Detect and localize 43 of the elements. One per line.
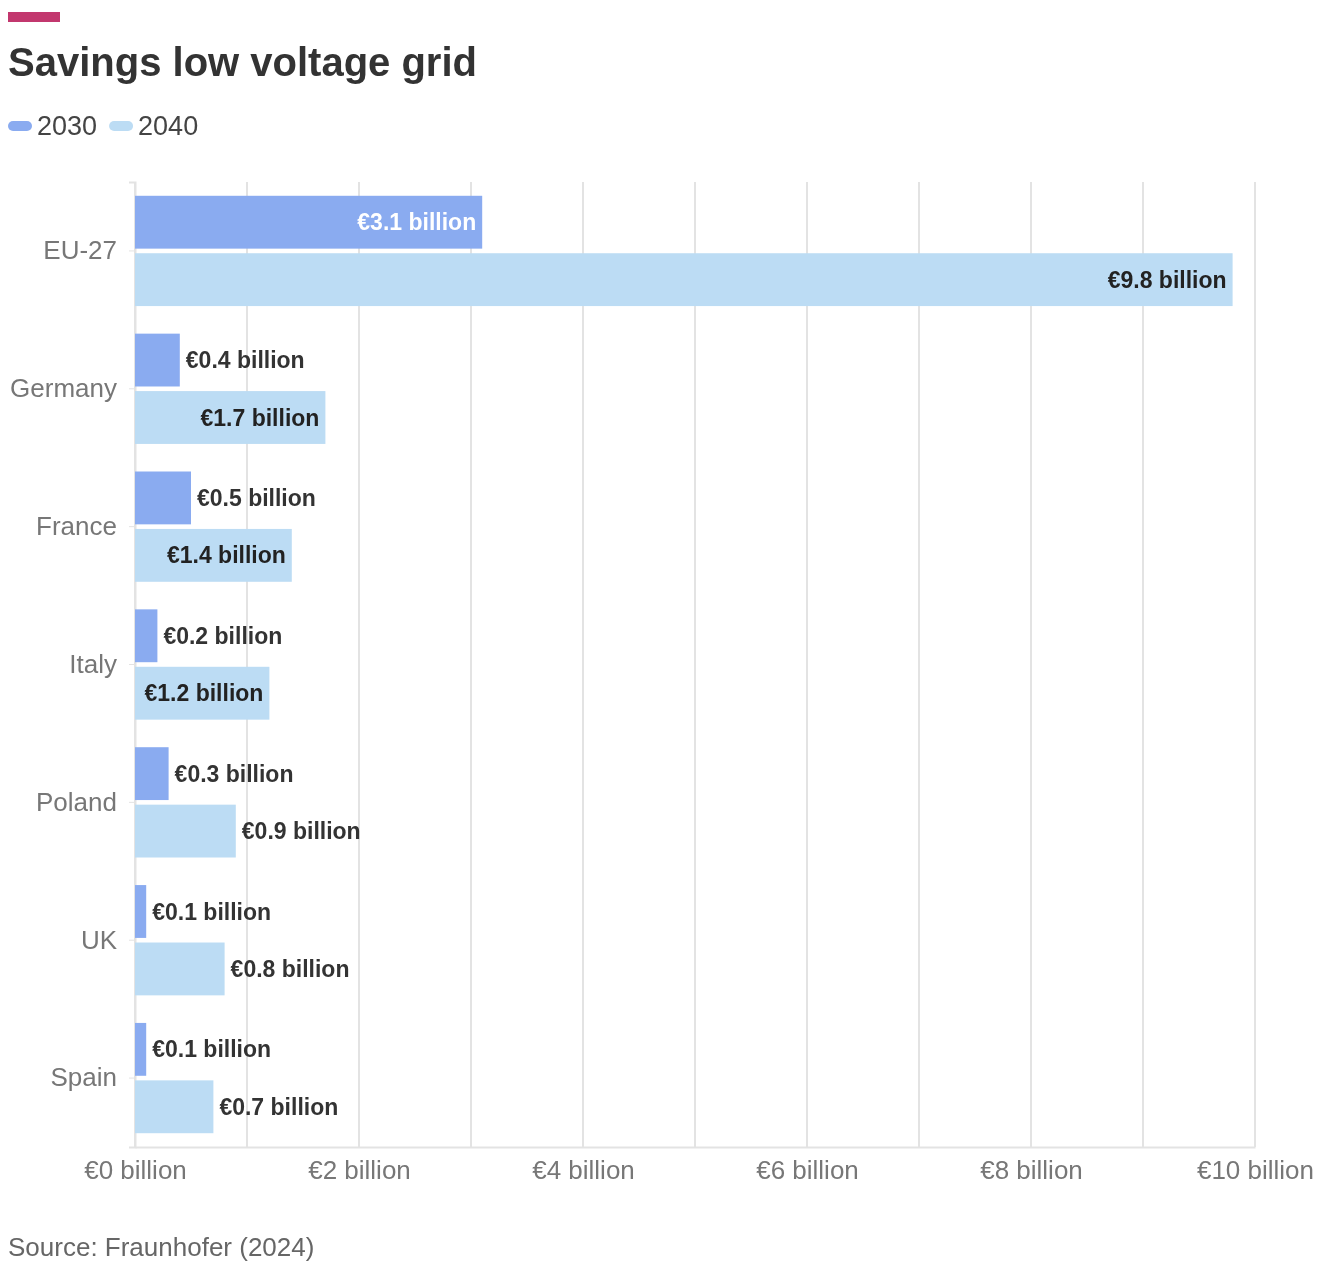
x-tick-label: €10 billion — [1196, 1155, 1315, 1186]
x-tick-label: €2 billion — [308, 1155, 411, 1186]
y-tick-label: France — [36, 510, 117, 541]
chart-title: Savings low voltage grid — [8, 40, 477, 84]
data-label: €0.9 billion — [241, 818, 361, 845]
x-tick-label: €6 billion — [756, 1155, 859, 1186]
bar — [135, 942, 225, 996]
data-label: €0.2 billion — [163, 622, 283, 649]
bar — [135, 804, 236, 858]
data-label: €0.1 billion — [152, 898, 272, 925]
data-label: €3.1 billion — [357, 209, 477, 236]
y-tick-label: EU-27 — [43, 235, 117, 266]
bar — [135, 885, 147, 938]
y-tick-label: UK — [80, 924, 118, 955]
bar — [135, 333, 180, 387]
data-label: €1.2 billion — [144, 680, 264, 707]
bar — [135, 471, 191, 525]
data-label: €0.1 billion — [152, 1036, 272, 1063]
x-tick-label: €8 billion — [980, 1155, 1083, 1186]
legend-label: 2030 — [37, 111, 98, 142]
x-tick-label: €4 billion — [532, 1155, 635, 1186]
bar — [135, 609, 158, 663]
data-label: €1.4 billion — [166, 542, 286, 569]
bar — [135, 747, 169, 801]
data-label: €0.8 billion — [230, 955, 350, 982]
y-tick-label: Spain — [50, 1062, 117, 1093]
bar — [135, 1080, 214, 1134]
data-label: €9.8 billion — [1107, 266, 1227, 293]
y-tick-label: Germany — [10, 373, 117, 404]
data-label: €0.4 billion — [185, 347, 305, 374]
data-label: €0.5 billion — [197, 484, 316, 511]
bar — [135, 195, 483, 249]
data-label: €1.7 billion — [200, 404, 320, 431]
bar — [135, 253, 1233, 307]
legend-label: 2040 — [138, 111, 199, 142]
data-label: €0.7 billion — [219, 1093, 339, 1120]
bar — [135, 1022, 147, 1076]
source-note: Source: Fraunhofer (2024) — [8, 1232, 315, 1262]
y-tick-label: Italy — [69, 648, 117, 679]
bar — [135, 391, 326, 444]
y-tick-label: Poland — [36, 786, 117, 817]
x-tick-label: €0 billion — [84, 1155, 187, 1186]
data-label: €0.3 billion — [174, 760, 294, 787]
